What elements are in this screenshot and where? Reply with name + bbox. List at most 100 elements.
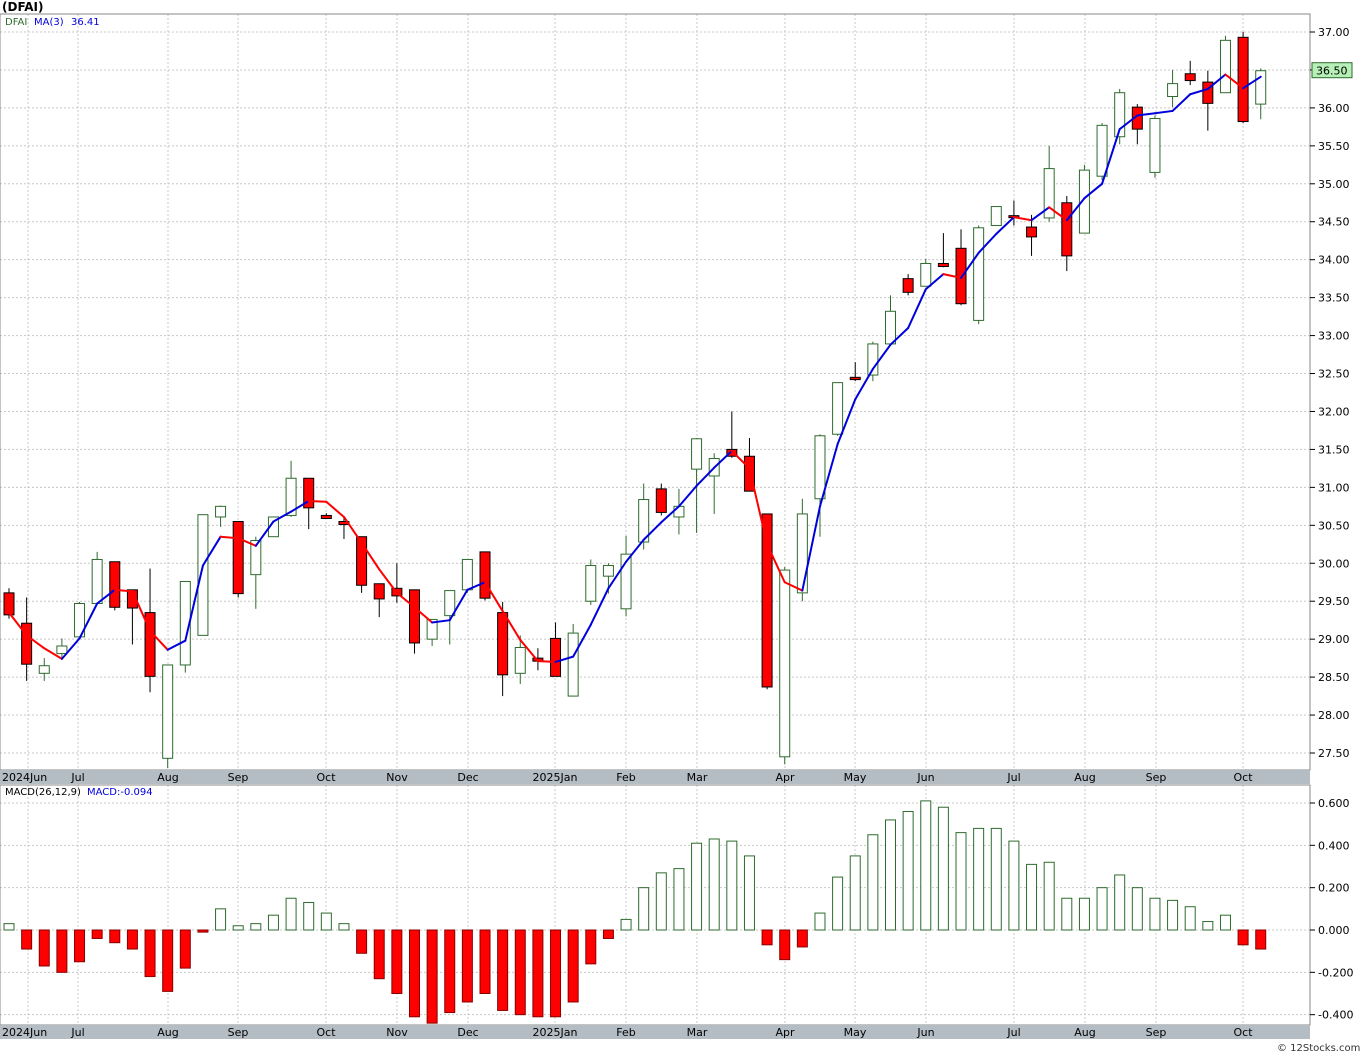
ma-segment [219,535,240,540]
price-x-tick-label: Oct [316,771,336,784]
candle-body-down [320,514,332,519]
candle-body-up [215,505,227,518]
candle [973,225,985,325]
candle-body-up [567,632,579,697]
candle [232,521,244,598]
ma-legend: MA(3) [34,17,64,28]
ma-segment [960,251,980,279]
ma-segment [184,564,204,642]
ma-segment [448,588,469,622]
ma-segment [942,273,963,279]
candle-body-down [1237,36,1249,123]
candle-body-down [1184,73,1196,82]
candle-body-up [514,647,526,674]
macd-bar-negative [761,929,773,946]
candle [1149,115,1161,178]
candle-body-up [91,558,103,604]
ma-segment [254,520,275,547]
last-price-label: 36.50 [1316,65,1348,78]
macd-bar-positive [1043,861,1055,931]
ma-segment [1030,206,1051,222]
ma-segment [431,619,451,624]
candle [585,559,597,606]
macd-x-tick-label: Nov [386,1026,408,1039]
macd-y-tick-label: -0.400 [1318,1009,1353,1022]
candle-body-up [620,553,632,610]
macd-bar-positive [814,912,826,931]
ma-segment [25,634,46,650]
macd-bar-negative [1237,929,1249,946]
price-y-tick-label: 30.50 [1318,519,1350,532]
candle [514,635,526,684]
macd-bar-negative [391,929,403,994]
ma-segment [589,587,610,626]
macd-bar-positive [1008,840,1020,931]
ma-segment [1118,114,1139,131]
candle [902,274,914,296]
candle-body-up [691,438,703,470]
candle-body-down [726,448,738,457]
macd-bar-negative [162,929,174,992]
macd-x-tick-label: Jun [916,1026,934,1039]
macd-bar-positive [1131,887,1143,931]
ma-segment [78,602,99,640]
candle-body-down [655,488,667,513]
macd-bar-positive [1114,874,1126,931]
candle-body-down [408,589,420,644]
macd-bar-positive [902,810,914,931]
macd-x-tick-label: Oct [1233,1026,1253,1039]
macd-x-tick-label: Sep [1146,1026,1167,1039]
candle-body-down [356,536,368,586]
candle [373,583,385,618]
macd-bars-layer [3,800,1267,1024]
ma-segment [272,510,293,523]
candle-body-down [761,513,773,688]
candle-body-down [21,622,33,665]
ma-segment [854,367,874,401]
candle [479,551,491,601]
ma-segment [378,568,398,594]
candle-body-up [885,310,896,345]
macd-bar-positive [832,876,844,931]
candle [655,483,667,516]
candle-body-up [56,645,68,655]
candle-body-up [796,513,808,594]
ma-segment [730,449,751,470]
macd-bar-negative [38,929,50,967]
ma-segment [554,655,575,663]
candle-body-down [126,589,138,609]
macd-bar-negative [461,929,473,1003]
candle [779,567,791,765]
candle [303,477,315,530]
price-x-tick-label: Nov [386,771,408,784]
candle-body-up [285,477,297,516]
price-y-tick-label: 32.00 [1318,405,1350,418]
macd-bar-negative [74,929,86,963]
candle-body-up [585,565,597,602]
ma-line-layer [8,73,1262,663]
candle-body-down [303,477,315,509]
ma-segment [149,629,169,651]
macd-bar-positive [937,806,949,931]
candle [408,589,420,654]
candle-body-up [162,664,174,759]
candle-body-up [444,590,456,617]
candle-body-up [461,558,473,591]
candle [426,618,438,646]
price-x-tick-label: May [844,771,867,784]
macd-bar-positive [743,855,755,931]
ma-segment [1206,73,1227,90]
ma-segment [166,639,187,651]
candle-body-up [1255,70,1267,105]
candle [444,590,456,645]
ma-segment [766,543,786,584]
ma-segment [889,326,910,346]
price-x-tick-label: Apr [775,771,795,784]
candle [109,561,121,611]
ma-segment [1171,93,1192,112]
macd-bar-negative [426,929,438,1024]
ma-segment [677,484,698,508]
macd-bar-positive [3,923,15,931]
candle-body-up [1096,124,1108,177]
